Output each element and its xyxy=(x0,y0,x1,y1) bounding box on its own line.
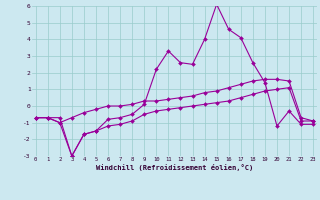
X-axis label: Windchill (Refroidissement éolien,°C): Windchill (Refroidissement éolien,°C) xyxy=(96,164,253,171)
